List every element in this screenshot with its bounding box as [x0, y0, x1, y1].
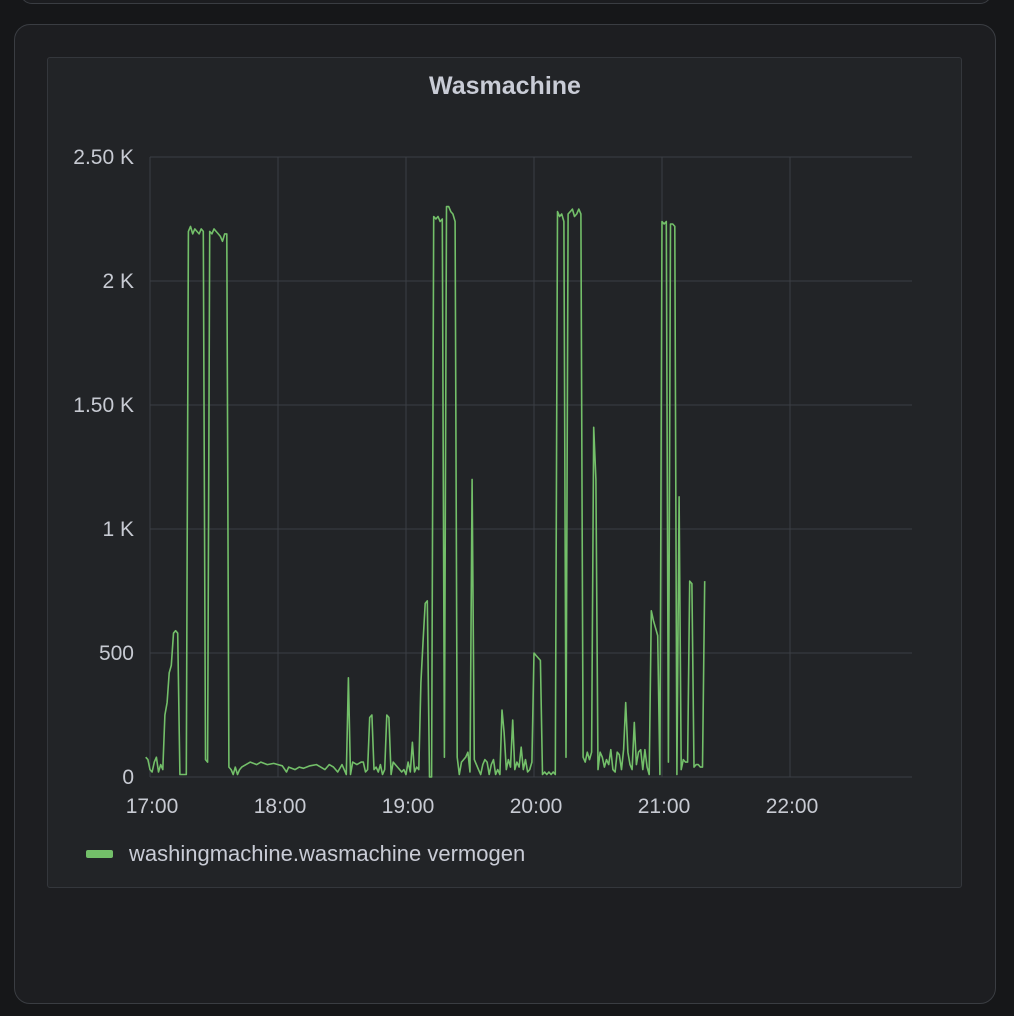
- legend-swatch: [86, 850, 113, 858]
- y-tick-label: 2.50 K: [73, 146, 134, 169]
- legend[interactable]: washingmachine.wasmachine vermogen: [86, 840, 525, 868]
- y-tick-label: 500: [99, 642, 134, 665]
- y-tick-label: 0: [122, 766, 134, 789]
- x-tick-label: 19:00: [382, 795, 435, 818]
- x-tick-label: 21:00: [638, 795, 691, 818]
- x-tick-label: 18:00: [254, 795, 307, 818]
- x-tick-label: 22:00: [766, 795, 819, 818]
- chart-series: [145, 205, 706, 778]
- legend-label: washingmachine.wasmachine vermogen: [129, 841, 526, 866]
- y-axis-ticks: 0 500 1 K 1.50 K 2 K 2.50 K: [73, 146, 134, 789]
- y-tick-label: 2 K: [102, 270, 134, 293]
- panel-title: Wasmachine: [429, 72, 581, 100]
- x-tick-label: 17:00: [126, 795, 179, 818]
- x-tick-label: 20:00: [510, 795, 563, 818]
- chart-grid: [149, 156, 912, 778]
- series-line: [145, 205, 706, 778]
- y-tick-label: 1 K: [102, 518, 134, 541]
- x-axis-ticks: 17:00 18:00 19:00 20:00 21:00 22:00: [126, 795, 819, 818]
- y-tick-label: 1.50 K: [73, 394, 134, 417]
